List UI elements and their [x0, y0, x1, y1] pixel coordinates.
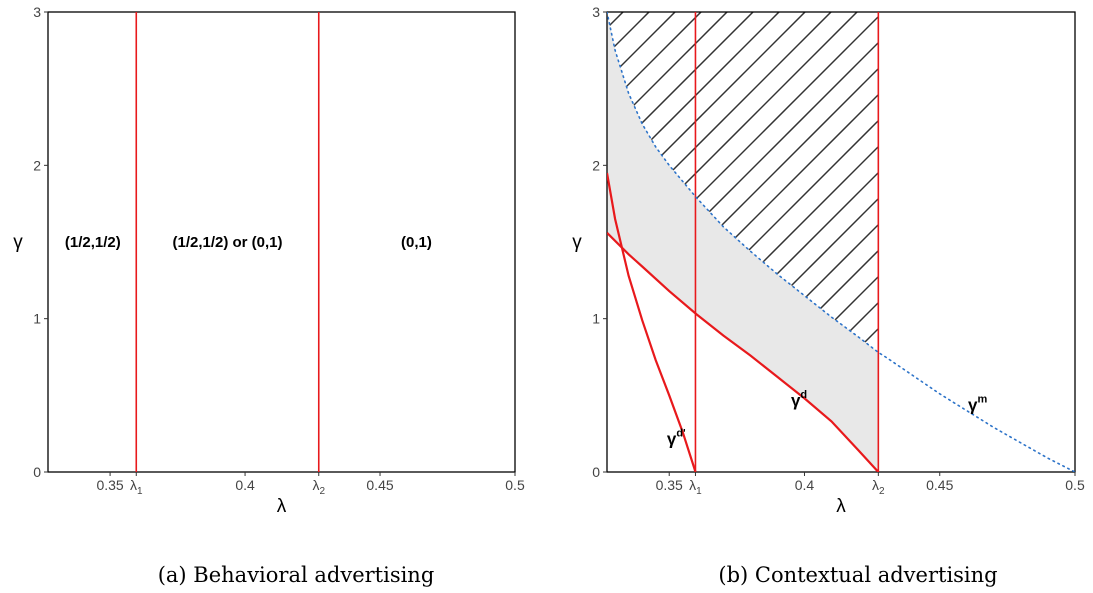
y-tick-label: 3 [592, 4, 600, 20]
y-tick-label: 0 [592, 464, 600, 480]
curve-label: γd' [667, 427, 686, 448]
hatch-line [891, 12, 1093, 472]
hatch-line [630, 12, 879, 353]
y-tick-label: 2 [33, 157, 41, 173]
x-tick-label: 0.4 [235, 477, 255, 493]
hatch-line [607, 12, 879, 353]
x-tick-label: 0.35 [656, 477, 683, 493]
x-axis-label: λ [277, 496, 287, 517]
shaded-region [607, 12, 879, 472]
x-tick-label: 0.45 [366, 477, 393, 493]
x-tick-label: 0.4 [795, 477, 815, 493]
plot-frame [606, 11, 1076, 473]
hatch-line [607, 12, 754, 353]
x-tick-label: 0.35 [96, 477, 123, 493]
panel-contextual: 0 1 2 3 0.35 λ1 0.4 λ2 0.45 0.5 λ γ γd' γd γm [59, 4, 1093, 517]
hatch-line [607, 12, 780, 353]
series-curve-2 [607, 172, 697, 472]
hatch-line [85, 12, 545, 472]
plot-frame [47, 11, 516, 473]
region-label: (1/2,1/2) or (0,1) [172, 234, 282, 251]
hatched-region [59, 12, 1093, 472]
region-label: (1/2,1/2) [65, 234, 121, 251]
x-tick-label: λ1 [130, 477, 143, 497]
x-axis-label: λ [836, 496, 846, 517]
caption-contextual: (b) Contextual advertising [718, 563, 998, 587]
y-tick-label: 0 [33, 464, 41, 480]
hatch-line [607, 12, 806, 353]
y-tick-label: 2 [592, 157, 600, 173]
hatch-line [917, 12, 1093, 472]
hatch-line [682, 12, 879, 353]
y-axis-label: γ [572, 232, 582, 253]
curve-label: γd [791, 389, 807, 410]
x-tick-label: λ2 [312, 477, 325, 497]
y-tick-label: 3 [33, 4, 41, 20]
hatch-line [607, 12, 676, 353]
y-tick-label: 1 [592, 311, 600, 327]
curve-label: γm [968, 394, 987, 415]
x-tick-label: λ2 [872, 477, 885, 497]
series-curve-1 [607, 232, 880, 472]
x-tick-label: 0.45 [926, 477, 953, 493]
y-axis-label: γ [13, 232, 23, 253]
caption-behavioral: (a) Behavioral advertising [157, 563, 435, 587]
hatch-line [607, 12, 832, 353]
hatch-line [708, 12, 879, 353]
x-tick-label: 0.5 [1065, 477, 1085, 493]
hatch-line [607, 12, 879, 353]
region-label: (0,1) [401, 234, 432, 251]
hatch-line [607, 12, 879, 353]
x-tick-label: λ1 [689, 477, 702, 497]
hatch-line [607, 12, 879, 353]
x-tick-label: 0.5 [505, 477, 525, 493]
hatch-line [59, 12, 519, 472]
y-tick-label: 1 [33, 311, 41, 327]
panel-behavioral: 0 1 2 3 0.35 λ1 0.4 λ2 0.45 0.5 λ γ (1/2,1/2) (1/2,1/… [13, 4, 525, 517]
hatch-line [607, 12, 728, 353]
